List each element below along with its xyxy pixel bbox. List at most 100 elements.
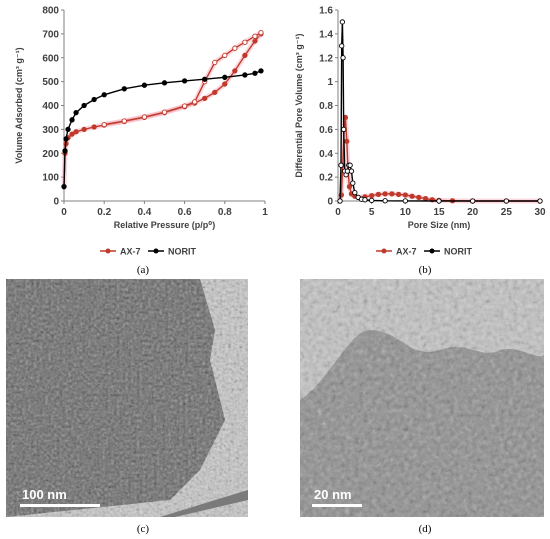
data-point — [339, 43, 345, 49]
y-tick-label: 1.6 — [319, 6, 333, 17]
data-point — [362, 197, 368, 203]
data-point — [81, 102, 87, 109]
legend-swatch-marker — [105, 248, 111, 254]
data-point — [341, 126, 347, 133]
legend-label: NORIT — [444, 247, 473, 257]
tem-image-c: 100 nm — [6, 279, 248, 517]
data-point — [340, 55, 346, 61]
data-point — [503, 198, 509, 204]
scale-bar-label-d: 20 nm — [314, 487, 352, 502]
x-tick-label: 15 — [433, 207, 445, 218]
data-point — [121, 118, 127, 124]
data-point — [422, 195, 429, 202]
x-tick-label: 10 — [400, 207, 412, 218]
data-point — [222, 74, 228, 80]
data-point — [436, 198, 442, 204]
data-point — [181, 103, 188, 109]
x-tick-label: 0 — [335, 207, 341, 218]
data-point — [402, 198, 408, 204]
data-point — [212, 59, 218, 66]
data-point — [69, 131, 75, 137]
data-point — [65, 126, 71, 133]
data-point — [81, 126, 87, 133]
data-point — [409, 193, 415, 199]
scale-bar-label-c: 100 nm — [22, 487, 67, 502]
data-point — [537, 198, 543, 204]
data-point — [202, 76, 208, 82]
data-point — [347, 162, 353, 168]
series-glow — [337, 117, 540, 204]
y-tick-label: 1.4 — [319, 29, 333, 40]
data-point — [348, 168, 355, 174]
legend-swatch-marker — [429, 248, 435, 254]
scale-bar-c — [20, 504, 100, 507]
x-tick-label: 1 — [262, 207, 268, 218]
data-point — [389, 191, 395, 197]
data-point — [252, 70, 258, 76]
y-tick-label: 500 — [42, 77, 59, 88]
scale-bar-d — [312, 504, 362, 507]
data-point — [375, 191, 382, 198]
data-point — [232, 45, 238, 51]
pore-size-chart: 0 0.2 0.4 0.6 0.8 1 1.2 1.4 1.6 0 5 10 15 20 25 30 Pore … — [294, 6, 546, 257]
caption-c: (c) — [137, 523, 150, 535]
x-tick-label: 0.6 — [178, 207, 192, 218]
y-tick-label: 700 — [42, 29, 59, 40]
x-tick-label: 20 — [467, 207, 479, 218]
y-tick-label: 800 — [42, 6, 59, 17]
data-point — [369, 197, 375, 204]
y-tick-label: 0.4 — [319, 149, 333, 160]
y-tick-label: 1.2 — [319, 53, 333, 64]
data-point — [232, 68, 238, 74]
tem-image-d: 20 nm — [300, 279, 544, 517]
data-point — [369, 192, 375, 199]
data-point — [101, 92, 107, 98]
y-axis-label: Volume Adsorbed (cm³ g⁻¹) — [14, 47, 24, 163]
data-point — [73, 129, 79, 135]
data-point — [69, 117, 75, 123]
y-tick-label: 600 — [42, 53, 59, 64]
x-axis-label: Pore Size (nm) — [408, 220, 471, 230]
data-point — [191, 99, 198, 105]
y-tick-label: 0.8 — [319, 101, 333, 112]
y-tick-label: 0.2 — [319, 173, 333, 184]
data-point — [242, 52, 248, 59]
caption-a: (a) — [137, 264, 150, 276]
data-point — [121, 86, 127, 92]
legend-label: AX-7 — [120, 247, 141, 257]
x-axis-label: Relative Pressure (p/p⁰) — [114, 220, 215, 230]
data-point — [258, 30, 264, 36]
y-tick-label: 0.6 — [319, 125, 333, 136]
y-tick-label: 0 — [327, 197, 333, 208]
series-line — [339, 21, 540, 202]
y-tick-label: 300 — [42, 125, 59, 136]
data-point — [161, 80, 168, 86]
isotherm-chart: 0 100 200 300 400 500 600 700 800 0 0.2 0.4 0.6 0.8 1 R… — [14, 6, 268, 257]
data-point — [395, 191, 402, 198]
data-point — [61, 184, 67, 190]
data-point — [346, 184, 353, 190]
data-point — [212, 89, 218, 96]
y-tick-label: 400 — [42, 101, 59, 112]
data-point — [141, 82, 148, 88]
data-point — [382, 191, 388, 197]
data-point — [382, 198, 388, 204]
data-point — [350, 180, 356, 186]
x-tick-label: 0 — [61, 207, 67, 218]
x-tick-label: 0.4 — [137, 207, 151, 218]
data-point — [344, 138, 350, 144]
data-point — [416, 194, 422, 201]
x-tick-label: 30 — [534, 207, 546, 218]
x-tick-label: 25 — [501, 207, 513, 218]
data-point — [242, 72, 248, 78]
data-point — [338, 162, 344, 168]
caption-b: (b) — [419, 264, 432, 276]
data-point — [141, 114, 148, 120]
data-point — [73, 110, 79, 116]
y-axis-label: Differential Pore Volume (cm³ g⁻¹) — [294, 33, 304, 177]
data-point — [63, 136, 69, 142]
y-tick-label: 0 — [53, 197, 59, 208]
data-point — [91, 96, 97, 103]
y-tick-label: 200 — [42, 149, 59, 160]
